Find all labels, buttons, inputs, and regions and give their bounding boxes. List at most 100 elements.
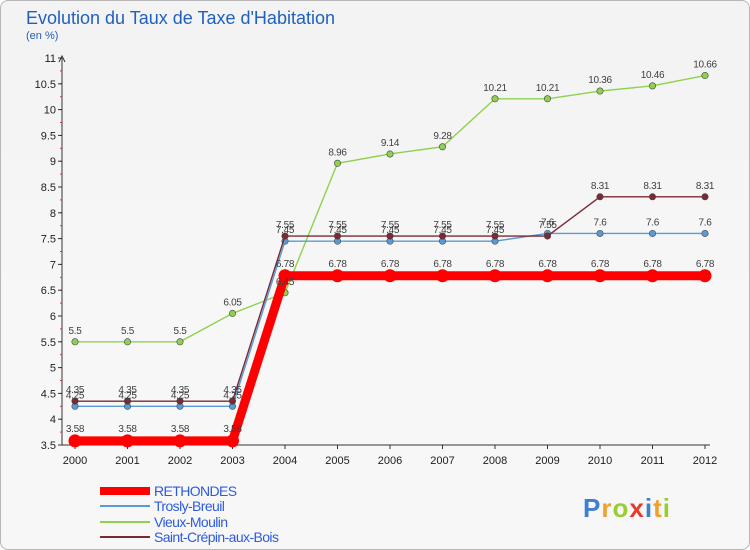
- x-tick-label: 2005: [325, 455, 349, 467]
- data-point: [281, 232, 289, 240]
- y-tick-label: 7.5: [41, 234, 56, 246]
- data-label: 4.25: [66, 390, 85, 401]
- data-label: 7.55: [433, 220, 452, 231]
- data-point: [121, 434, 134, 448]
- data-label: 7.55: [381, 220, 400, 231]
- y-tick-label: 8.5: [41, 182, 56, 194]
- data-point: [648, 82, 656, 90]
- data-point: [648, 229, 656, 237]
- data-label: 7.45: [433, 225, 452, 236]
- data-point: [701, 72, 709, 80]
- data-point: [491, 232, 499, 240]
- data-point: [176, 397, 184, 405]
- y-axis-arrow: [58, 54, 66, 63]
- data-label: 3.58: [223, 424, 242, 435]
- data-point: [278, 269, 292, 283]
- data-label: 4.25: [171, 390, 190, 401]
- data-point: [543, 232, 551, 240]
- y-tick-label: 5: [50, 363, 56, 375]
- proxiti-logo: Proxiti: [583, 493, 671, 523]
- data-point: [173, 434, 187, 448]
- data-label: 6.78: [538, 259, 557, 270]
- data-point: [648, 193, 656, 201]
- data-label: 8.31: [591, 181, 610, 192]
- data-point: [229, 397, 237, 405]
- data-point: [71, 338, 79, 346]
- y-tick-label: 10.5: [35, 79, 56, 91]
- legend-label: Vieux-Moulin: [154, 514, 227, 530]
- x-tick-label: 2009: [535, 455, 559, 467]
- data-label: 7.6: [541, 217, 555, 228]
- x-tick-label: 2006: [378, 455, 402, 467]
- y-tick-label: 7: [50, 259, 56, 271]
- data-label: 6.78: [643, 259, 662, 270]
- y-tick-label: 3.5: [41, 440, 56, 452]
- axes: 3.5 4 4.5 5 5.5 6 6.5 7 7.5 8 8.5 9 9.5 10 10.5 11 2000 2…: [35, 53, 718, 467]
- data-point: [438, 232, 446, 240]
- data-label: 10.21: [483, 83, 507, 94]
- data-point: [488, 269, 502, 283]
- data-label: 3.58: [66, 424, 85, 435]
- data-label: 3.58: [171, 424, 190, 435]
- data-label: 7.6: [593, 217, 607, 228]
- x-tick-label: 2011: [641, 455, 665, 467]
- data-label: 10.46: [641, 70, 665, 81]
- x-tick-label: 2004: [273, 455, 297, 467]
- legend-label: RETHONDES: [154, 483, 237, 499]
- data-point: [124, 338, 132, 346]
- data-label: 6.05: [223, 297, 242, 308]
- data-point: [331, 269, 344, 283]
- data-point: [698, 269, 712, 283]
- data-label: 4.35: [66, 385, 85, 396]
- data-label: 5.5: [68, 326, 82, 337]
- data-label: 6.45: [276, 277, 295, 288]
- data-label: 10.36: [588, 75, 612, 86]
- data-point: [541, 269, 554, 283]
- data-label: 4.25: [223, 390, 242, 401]
- data-point: [383, 269, 397, 283]
- data-label: 6.78: [486, 259, 505, 270]
- data-point: [333, 159, 341, 167]
- x-tick-label: 2008: [483, 455, 507, 467]
- data-label: 6.78: [696, 259, 715, 270]
- data-label: 4.35: [118, 385, 137, 396]
- data-point: [596, 229, 604, 237]
- series-layer: 3.58 3.58 3.58 3.58 6.78 6.78 6.78 6.78 6.78 6.78…: [66, 60, 718, 448]
- data-point: [386, 150, 394, 158]
- data-point: [226, 434, 239, 448]
- data-label: 7.6: [698, 217, 712, 228]
- y-tick-label: 9.5: [41, 130, 56, 142]
- data-point: [68, 434, 82, 448]
- x-tick-label: 2007: [430, 455, 454, 467]
- y-tick-label: 6.5: [41, 285, 56, 297]
- brand-letter: t: [653, 493, 663, 523]
- data-label: 6.78: [276, 259, 295, 270]
- data-label: 4.25: [118, 390, 137, 401]
- brand-letter: x: [629, 493, 644, 523]
- data-point: [386, 232, 394, 240]
- data-label: 8.31: [643, 181, 662, 192]
- data-label: 7.45: [486, 225, 505, 236]
- data-point: [124, 397, 132, 405]
- y-tick-label: 4: [50, 414, 56, 426]
- chart-subtitle: (en %): [26, 30, 58, 42]
- x-tick-label: 2001: [115, 455, 139, 467]
- data-label: 7.55: [328, 220, 347, 231]
- data-point: [596, 193, 604, 201]
- y-tick-label: 9: [50, 156, 56, 168]
- brand-letter: r: [601, 493, 612, 523]
- legend: RETHONDESTrosly-BreuilVieux-MoulinSaint-…: [100, 483, 280, 545]
- data-label: 3.58: [118, 424, 137, 435]
- x-tick-label: 2012: [693, 455, 717, 467]
- y-tick-label: 5.5: [41, 337, 56, 349]
- x-tick-label: 2003: [220, 455, 244, 467]
- data-label: 7.45: [381, 225, 400, 236]
- series-line-rethondes: [70, 271, 710, 446]
- y-tick-label: 11: [45, 53, 56, 65]
- y-tick-label: 4.5: [41, 388, 56, 400]
- x-tick-label: 2002: [168, 455, 192, 467]
- y-tick-label: 8: [50, 208, 56, 220]
- data-label: 5.5: [121, 326, 135, 337]
- data-label: 7.55: [486, 220, 505, 231]
